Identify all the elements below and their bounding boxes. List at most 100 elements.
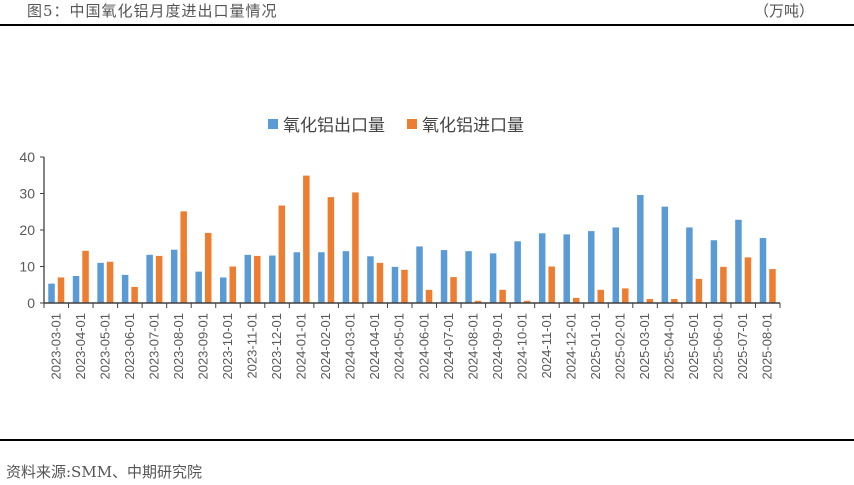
bar-import xyxy=(229,266,236,303)
y-tick-label: 30 xyxy=(19,186,35,202)
legend-swatch-export xyxy=(268,118,278,129)
bar-export xyxy=(244,254,252,303)
y-tick-label: 40 xyxy=(19,149,35,165)
bar-export xyxy=(538,233,546,303)
bar-export xyxy=(465,251,472,303)
bar-export xyxy=(121,274,129,303)
legend-label-import: 氧化铝进口量 xyxy=(422,116,524,135)
x-tick-label: 2025-06-01 xyxy=(711,313,726,380)
bar-export xyxy=(48,283,55,303)
bar-export xyxy=(97,262,104,303)
bar-export xyxy=(269,255,276,303)
bar-export xyxy=(367,256,374,303)
bar-export xyxy=(686,227,693,303)
x-tick-label: 2024-05-01 xyxy=(392,313,407,380)
bar-import xyxy=(155,255,163,303)
x-tick-label: 2023-04-01 xyxy=(73,313,88,380)
bar-export xyxy=(391,266,399,303)
bar-export xyxy=(489,253,497,303)
bar-export xyxy=(637,194,644,303)
x-tick-label: 2025-02-01 xyxy=(613,313,628,380)
bar-import xyxy=(303,175,310,303)
bar-import xyxy=(646,298,654,303)
bar-export xyxy=(146,254,153,303)
x-tick-label: 2023-10-01 xyxy=(220,313,235,380)
x-tick-label: 2023-08-01 xyxy=(171,313,186,380)
x-tick-label: 2023-12-01 xyxy=(269,313,284,380)
bar-import xyxy=(695,278,703,303)
bar-export xyxy=(318,252,325,303)
bar-import xyxy=(376,262,384,303)
x-tick-label: 2023-05-01 xyxy=(97,313,112,380)
x-tick-label: 2024-10-01 xyxy=(514,313,529,380)
bar-export xyxy=(72,275,80,303)
bar-import xyxy=(769,269,776,303)
x-tick-label: 2025-03-01 xyxy=(637,313,652,380)
bar-import xyxy=(622,288,629,303)
x-tick-label: 2025-07-01 xyxy=(735,313,750,380)
x-tick-label: 2025-01-01 xyxy=(588,313,603,380)
bar-export xyxy=(759,238,767,303)
bar-import xyxy=(180,211,187,303)
bar-import xyxy=(499,289,506,303)
legend-item-export: 氧化铝出口量 xyxy=(268,111,385,136)
legend-item-import: 氧化铝进口量 xyxy=(407,111,524,136)
x-tick-label: 2024-12-01 xyxy=(563,313,578,380)
bar-import xyxy=(204,232,212,303)
bar-export xyxy=(735,219,742,303)
bar-import xyxy=(450,277,457,303)
bar-export xyxy=(612,227,620,303)
bar-import xyxy=(720,266,727,303)
bar-import xyxy=(131,286,138,303)
x-tick-label: 2025-08-01 xyxy=(760,313,775,380)
bar-import xyxy=(474,300,482,303)
x-tick-label: 2025-04-01 xyxy=(662,313,677,380)
source-note: 资料来源:SMM、中期研究院 xyxy=(6,463,203,481)
bar-import xyxy=(523,300,531,303)
x-tick-label: 2024-02-01 xyxy=(318,313,333,380)
bar-import xyxy=(254,255,261,303)
legend-swatch-import xyxy=(407,118,417,129)
bar-import xyxy=(671,298,678,303)
bar-export xyxy=(710,240,718,303)
x-tick-label: 2023-09-01 xyxy=(195,313,210,380)
y-tick-label: 0 xyxy=(27,295,35,311)
bottom-rule xyxy=(0,439,854,441)
bar-export xyxy=(416,246,423,303)
bar-export xyxy=(293,252,301,303)
legend-label-export: 氧化铝出口量 xyxy=(283,116,385,135)
bar-export xyxy=(440,250,448,303)
y-tick-label: 10 xyxy=(19,259,35,275)
x-tick-label: 2024-08-01 xyxy=(465,313,480,380)
x-tick-label: 2023-03-01 xyxy=(48,313,63,380)
bar-import xyxy=(572,297,580,303)
x-tick-label: 2023-11-01 xyxy=(245,313,260,379)
bar-import xyxy=(597,289,604,303)
unit-label: （万吨） xyxy=(753,2,814,20)
bar-chart: 0 10 20 30 40 2023-03-01 2023-04-01 2023-05-01 2… xyxy=(19,149,781,380)
bar-export xyxy=(514,241,521,303)
x-tick-label: 2025-05-01 xyxy=(686,313,701,380)
bar-export xyxy=(563,234,570,303)
bar-import xyxy=(106,261,114,303)
bar-import xyxy=(327,197,335,303)
bar-import xyxy=(57,277,65,303)
x-tick-label: 2024-01-01 xyxy=(294,313,309,380)
figure-title: 图5：中国氧化铝月度进出口量情况 xyxy=(27,2,278,20)
x-tick-label: 2023-06-01 xyxy=(122,313,137,380)
x-tick-label: 2024-03-01 xyxy=(343,313,358,380)
bar-import xyxy=(744,257,752,303)
x-tick-label: 2024-06-01 xyxy=(416,313,431,380)
bar-export xyxy=(170,249,178,303)
bar-export xyxy=(220,277,227,303)
x-tick-label: 2024-07-01 xyxy=(441,313,456,380)
x-tick-label: 2024-04-01 xyxy=(367,313,382,380)
bar-import xyxy=(425,289,433,303)
x-tick-label: 2024-09-01 xyxy=(490,313,505,380)
bar-import xyxy=(548,266,555,303)
bar-export xyxy=(661,206,669,303)
y-tick-label: 20 xyxy=(19,222,35,238)
bar-export xyxy=(588,231,595,303)
bar-export xyxy=(195,271,202,303)
bar-import xyxy=(401,269,408,303)
